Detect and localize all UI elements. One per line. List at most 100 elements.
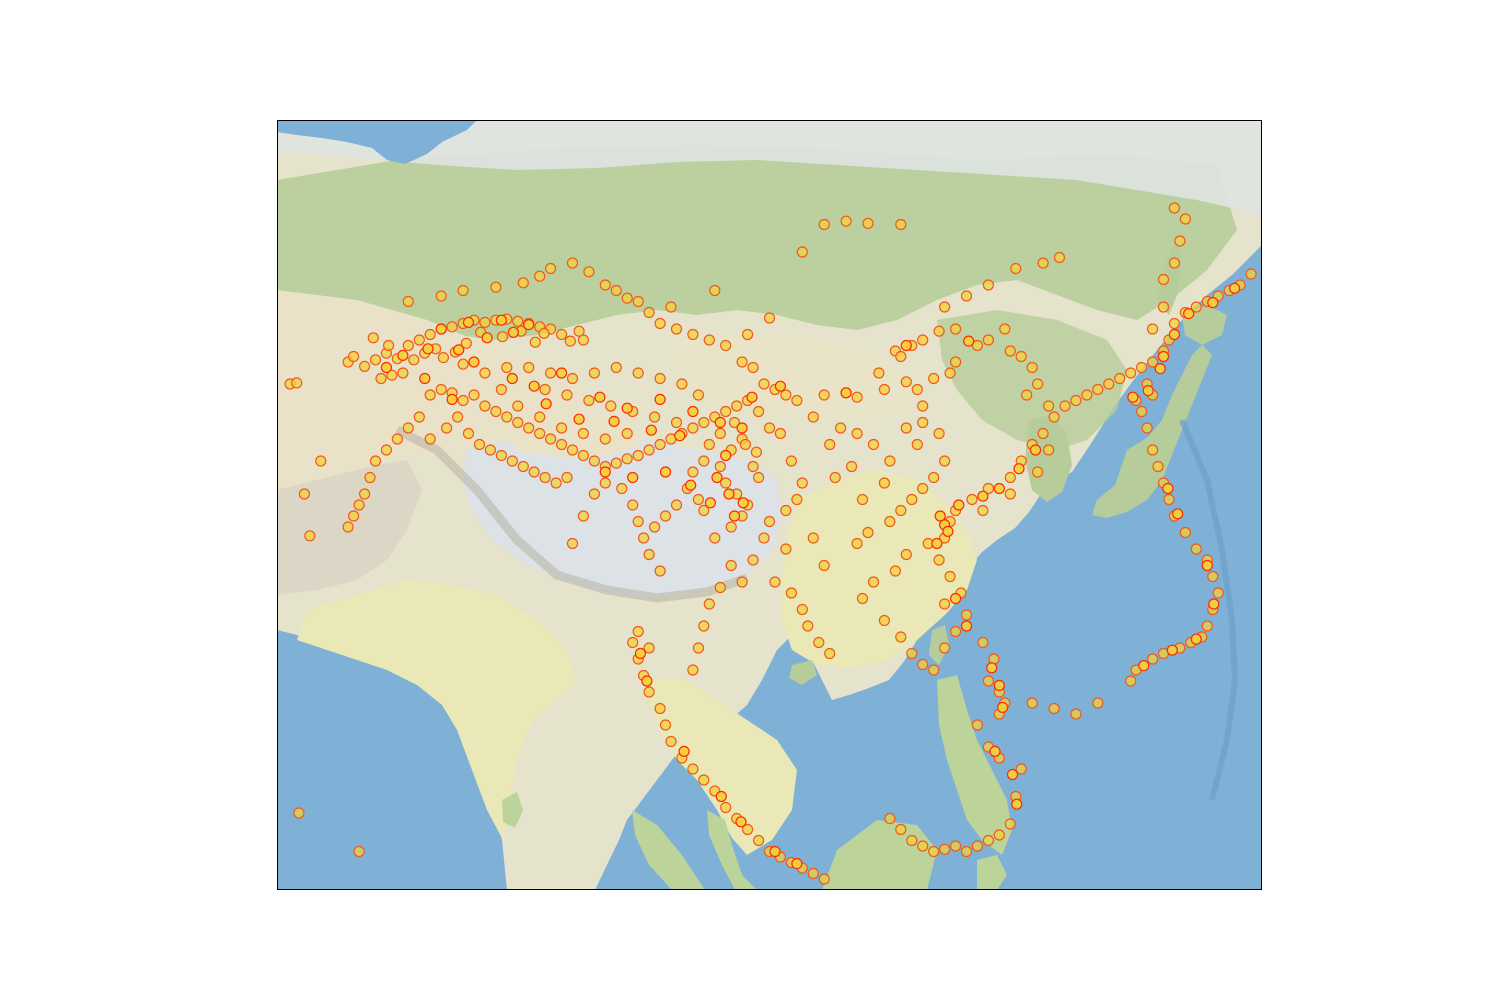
event-marker-dense <box>840 387 852 399</box>
event-marker <box>1092 697 1104 709</box>
event-marker <box>753 471 765 484</box>
event-marker <box>1070 708 1082 720</box>
event-marker <box>949 356 962 368</box>
event-marker-dense <box>621 402 633 414</box>
event-marker <box>1026 697 1038 709</box>
event-marker-dense <box>1162 482 1174 495</box>
event-marker <box>758 378 770 390</box>
event-marker <box>895 504 907 517</box>
event-marker <box>610 284 622 297</box>
event-marker <box>911 438 923 451</box>
event-marker-dense <box>1029 444 1042 456</box>
event-marker <box>583 394 595 407</box>
event-marker <box>1146 356 1159 368</box>
event-marker <box>529 336 541 348</box>
event-marker-dense <box>1154 363 1166 375</box>
event-marker <box>928 471 940 484</box>
event-marker <box>796 603 808 616</box>
event-marker <box>1125 367 1137 379</box>
event-marker <box>441 422 453 434</box>
event-marker-dense <box>993 482 1005 495</box>
event-marker <box>1168 202 1181 214</box>
event-marker-dense <box>687 405 699 418</box>
event-marker <box>938 455 951 467</box>
event-marker <box>851 427 863 440</box>
event-marker <box>437 352 449 364</box>
event-marker <box>512 315 524 327</box>
event-marker <box>659 510 672 522</box>
event-marker <box>566 444 579 456</box>
event-marker <box>818 389 830 401</box>
event-marker <box>900 548 912 561</box>
event-marker-dense <box>989 745 1001 758</box>
event-marker <box>867 576 880 588</box>
event-marker-dense <box>774 380 786 392</box>
event-marker <box>408 354 420 366</box>
event-marker <box>616 482 628 495</box>
deep-trench <box>1179 418 1239 801</box>
event-marker <box>397 367 409 379</box>
event-marker-dense <box>446 393 458 405</box>
event-marker <box>856 592 869 605</box>
event-marker-dense <box>599 466 611 478</box>
event-marker <box>687 664 699 676</box>
event-marker <box>638 532 650 544</box>
event-marker-dense <box>1138 659 1150 672</box>
event-marker <box>763 422 776 434</box>
event-marker <box>747 554 759 566</box>
event-marker-dense <box>678 745 690 758</box>
event-marker <box>490 405 502 418</box>
event-marker <box>577 449 589 462</box>
event-marker <box>402 422 414 434</box>
event-marker <box>496 331 509 343</box>
event-marker <box>402 339 414 352</box>
event-marker <box>906 493 918 506</box>
event-marker-dense <box>462 316 475 328</box>
event-marker <box>703 334 715 346</box>
hainan <box>789 660 817 685</box>
event-marker <box>1059 400 1071 412</box>
event-marker <box>588 367 600 379</box>
event-marker <box>703 438 715 451</box>
event-marker-dense <box>986 662 998 674</box>
event-marker <box>709 532 721 544</box>
event-marker-dense <box>1127 391 1139 403</box>
event-marker <box>495 449 507 462</box>
event-marker <box>479 400 491 412</box>
event-marker-dense <box>791 857 803 870</box>
indochina <box>647 680 797 855</box>
event-marker <box>818 559 830 572</box>
event-marker <box>917 482 929 495</box>
event-marker <box>1146 323 1159 335</box>
event-marker <box>556 438 568 451</box>
event-marker <box>1015 350 1027 363</box>
event-marker <box>1026 361 1038 374</box>
event-marker <box>621 453 633 465</box>
event-marker <box>895 823 907 836</box>
event-marker <box>944 570 956 583</box>
event-marker <box>1157 301 1170 313</box>
event-marker-dense <box>1183 308 1195 320</box>
event-marker <box>424 328 436 341</box>
event-marker <box>1163 493 1175 506</box>
event-marker-dense <box>634 647 646 660</box>
event-marker-dense <box>949 592 962 605</box>
event-marker <box>938 598 951 610</box>
event-marker <box>917 400 929 412</box>
event-marker <box>1135 361 1148 374</box>
event-marker <box>851 391 863 403</box>
event-marker <box>1146 444 1159 456</box>
event-marker <box>501 361 513 374</box>
event-marker <box>692 642 704 654</box>
event-marker <box>687 422 699 434</box>
event-marker <box>753 834 765 847</box>
event-marker-dense <box>608 415 620 427</box>
manchuria-green <box>937 310 1127 450</box>
event-marker <box>1037 427 1049 440</box>
event-marker <box>807 532 819 544</box>
event-marker <box>561 471 573 484</box>
event-marker-dense <box>685 479 697 491</box>
event-marker <box>829 471 841 484</box>
event-marker <box>473 438 486 451</box>
event-marker <box>917 840 929 852</box>
